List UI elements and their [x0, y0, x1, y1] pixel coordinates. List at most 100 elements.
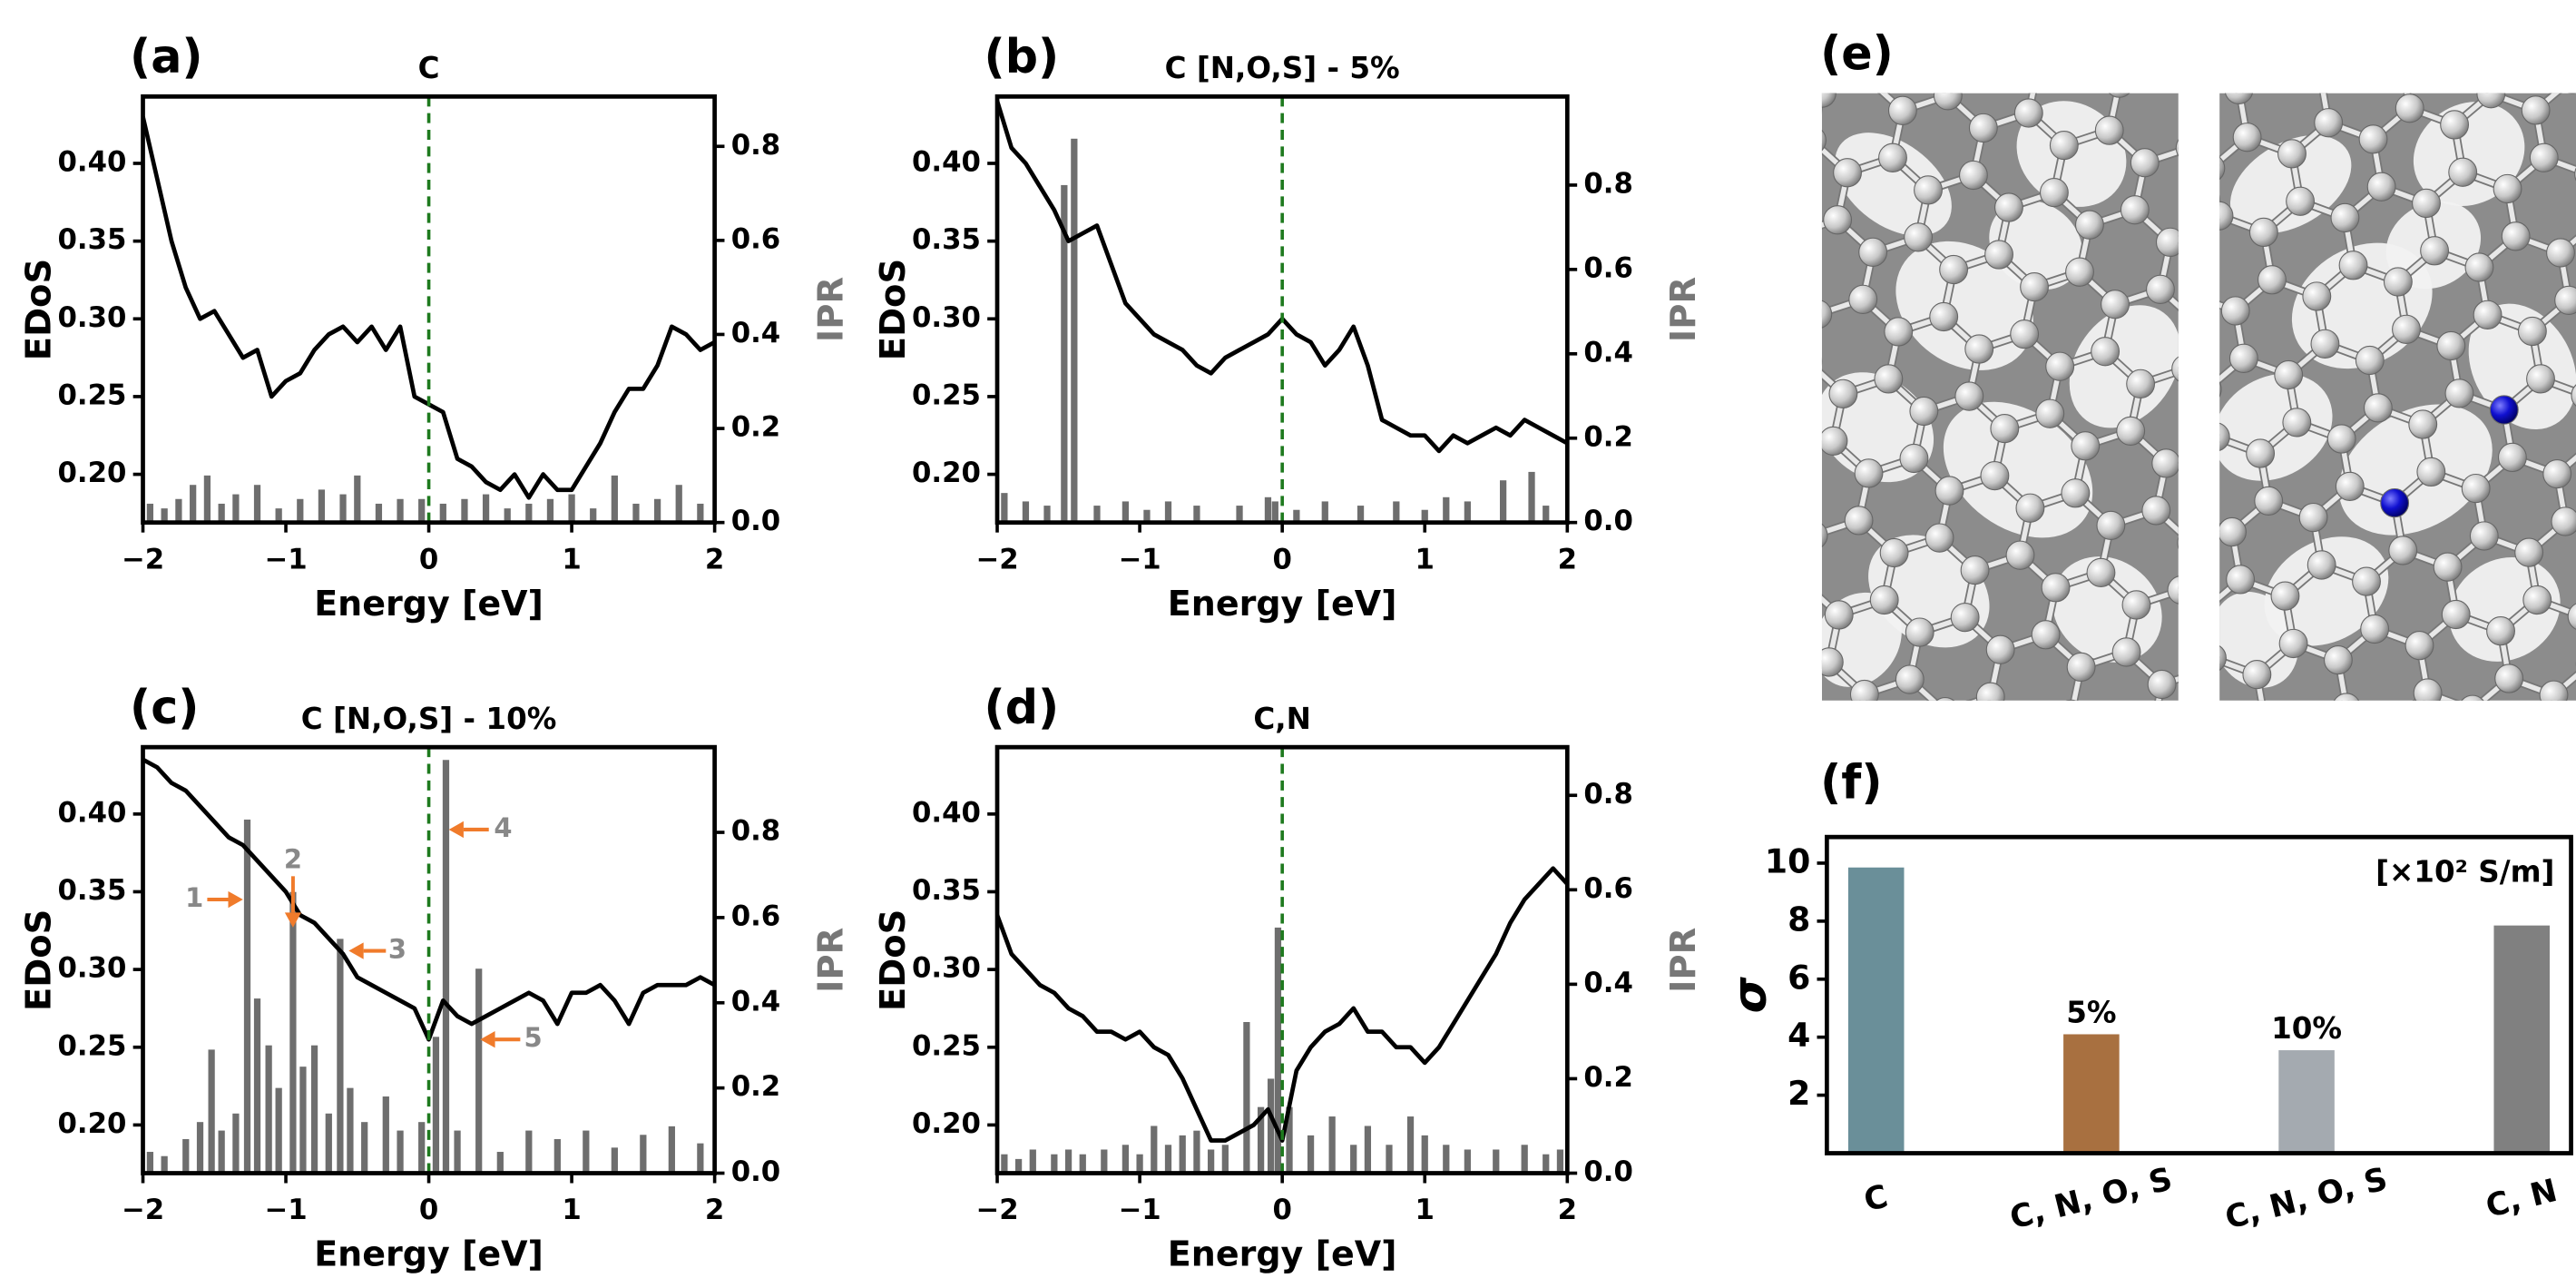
- bond: [1782, 282, 1817, 315]
- atom: [2571, 384, 2576, 407]
- bar-label: 5%: [2066, 995, 2116, 1029]
- atom: [2307, 61, 2335, 89]
- chart-title: C,N: [1253, 702, 1311, 736]
- atom: [2061, 478, 2091, 508]
- bond: [1945, 93, 1952, 96]
- x-tick-label: −1: [264, 1194, 307, 1226]
- ipr-bar: [1121, 501, 1130, 523]
- ipr-bar: [568, 494, 575, 523]
- atom: [2436, 330, 2466, 361]
- atom: [1760, 710, 1788, 738]
- ipr-bar: [1328, 1116, 1336, 1174]
- y2-axis-label: IPR: [1663, 277, 1704, 342]
- atom: [2005, 540, 2035, 570]
- ipr-bar: [675, 485, 682, 523]
- y-tick-label: 0.35: [912, 874, 981, 907]
- ipr-bar: [1236, 506, 1243, 523]
- atom: [2219, 645, 2227, 671]
- atom: [1935, 697, 1955, 701]
- atom: [2277, 139, 2307, 169]
- x-tick-label: −1: [264, 543, 307, 575]
- bond-outline: [2182, 247, 2190, 294]
- ipr-bar: [1208, 1149, 1215, 1174]
- atom: [2013, 98, 2043, 128]
- atom: [2360, 614, 2390, 644]
- atom: [1821, 129, 1827, 152]
- atom: [1874, 364, 1904, 394]
- atom: [1821, 426, 1848, 456]
- atom: [1950, 603, 1980, 633]
- surface-blob: [1895, 241, 2033, 370]
- atom: [1789, 568, 1817, 596]
- atom: [2091, 337, 2121, 367]
- atom: [1909, 396, 1939, 427]
- y-axis-label: EDoS: [19, 909, 60, 1011]
- atom: [2448, 157, 2478, 187]
- bond-outline: [2276, 59, 2320, 75]
- bond: [1988, 694, 1999, 701]
- surface-blob: [2264, 536, 2389, 646]
- ipr-bar: [1274, 927, 1282, 1174]
- atom: [2109, 93, 2130, 98]
- bond-outline: [1987, 693, 2002, 701]
- ipr-bar: [1022, 501, 1030, 523]
- atom: [2121, 590, 2151, 620]
- atom: [2412, 188, 2441, 219]
- bond: [1778, 503, 1814, 536]
- atom: [2146, 274, 2175, 304]
- y-tick-label: 8: [1788, 900, 1810, 939]
- annotation-arrowhead: [284, 912, 301, 928]
- atom: [2501, 221, 2531, 251]
- bond: [2208, 389, 2216, 437]
- y2-tick-label: 0.2: [731, 410, 781, 443]
- atom: [2363, 393, 2393, 423]
- atom: [2420, 236, 2450, 266]
- atom: [2548, 728, 2576, 756]
- atom: [2242, 660, 2272, 690]
- bond-outline: [1804, 536, 1814, 583]
- panel-label: (f): [1820, 756, 1882, 810]
- ipr-bar: [1543, 506, 1550, 523]
- atom: [2219, 422, 2230, 451]
- structure-image: [2182, 59, 2576, 756]
- annotation-label: 4: [494, 812, 512, 843]
- atom: [1884, 317, 1914, 347]
- ipr-bar: [354, 475, 361, 523]
- x-tick-label: 1: [1415, 1194, 1435, 1226]
- ipr-bar: [482, 494, 490, 523]
- ipr-bar: [697, 1143, 704, 1174]
- atom: [1774, 442, 1802, 470]
- ipr-bar: [339, 494, 347, 523]
- ipr-bar: [1164, 501, 1172, 523]
- atom: [1821, 93, 1837, 108]
- bond: [2276, 59, 2320, 75]
- atom: [2358, 124, 2388, 154]
- annotation-arrowhead: [480, 1031, 495, 1048]
- atom: [2219, 156, 2226, 181]
- atom: [1854, 458, 1884, 488]
- atom: [2254, 486, 2284, 516]
- bond: [2219, 216, 2221, 219]
- ipr-bar: [146, 1152, 154, 1174]
- atom: [2171, 356, 2179, 382]
- y2-axis-label: IPR: [811, 277, 852, 342]
- ipr-bar: [361, 1122, 368, 1174]
- atom: [2041, 573, 2071, 603]
- ipr-bar: [611, 475, 618, 523]
- atom: [1895, 664, 1925, 694]
- y-axis-label: σ: [1724, 977, 1778, 1013]
- atom: [2155, 227, 2179, 257]
- ipr-bar: [382, 1096, 389, 1174]
- ipr-bar: [1421, 509, 1428, 523]
- y-tick-label: 0.35: [57, 223, 126, 256]
- ipr-bar: [196, 1122, 204, 1174]
- atom: [2228, 343, 2258, 373]
- atom: [2286, 186, 2316, 216]
- bond-outline: [2181, 590, 2217, 623]
- atom: [2521, 95, 2551, 125]
- edos-line: [142, 116, 715, 500]
- bond: [2551, 694, 2558, 701]
- atom: [2167, 575, 2179, 605]
- atom: [2522, 585, 2552, 615]
